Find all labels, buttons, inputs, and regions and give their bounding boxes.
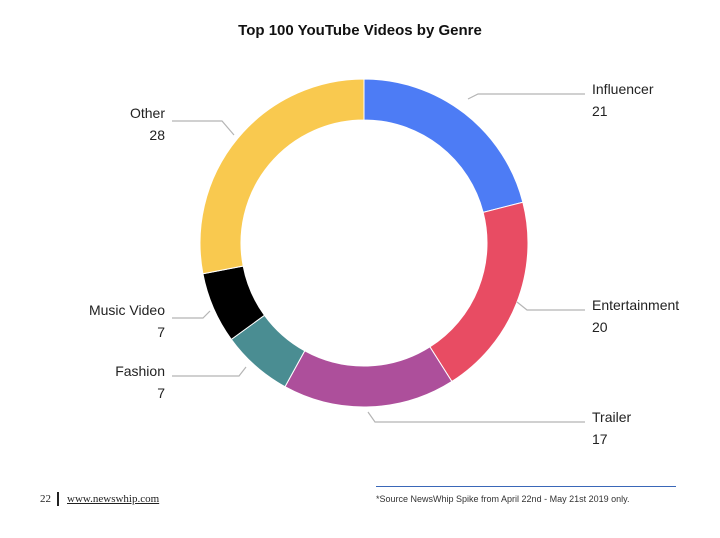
slice-value-other: 28 — [149, 127, 165, 143]
slice-value-fashion: 7 — [157, 385, 165, 401]
leader-line-entertainment — [516, 301, 585, 311]
website-link[interactable]: www.newswhip.com — [67, 493, 160, 505]
source-note: *Source NewsWhip Spike from April 22nd -… — [376, 494, 630, 504]
slice-label-other: Other — [130, 105, 165, 121]
leader-line-influencer — [467, 93, 585, 100]
slice-label-entertainment: Entertainment — [592, 297, 679, 313]
chart-title: Top 100 YouTube Videos by Genre — [238, 22, 482, 39]
leader-line-music-video — [172, 310, 211, 319]
slice-label-music-video: Music Video — [89, 302, 165, 318]
slice-label-trailer: Trailer — [592, 409, 631, 425]
slice-value-entertainment: 20 — [592, 319, 608, 335]
slice-entertainment — [429, 201, 529, 383]
slice-influencer — [363, 78, 524, 214]
footer-left: 22 www.newswhip.com — [40, 492, 159, 506]
slice-label-fashion: Fashion — [115, 363, 165, 379]
slice-value-trailer: 17 — [592, 431, 608, 447]
footer-divider — [57, 492, 59, 506]
slice-value-influencer: 21 — [592, 103, 608, 119]
slice-label-influencer: Influencer — [592, 81, 654, 97]
slice-value-music-video: 7 — [157, 324, 165, 340]
leader-line-other — [172, 120, 235, 136]
leader-line-trailer — [367, 411, 585, 423]
leader-line-fashion — [172, 366, 247, 377]
slice-trailer — [284, 346, 453, 408]
page-number: 22 — [40, 493, 51, 505]
source-divider — [376, 486, 676, 487]
slice-other — [199, 78, 365, 275]
